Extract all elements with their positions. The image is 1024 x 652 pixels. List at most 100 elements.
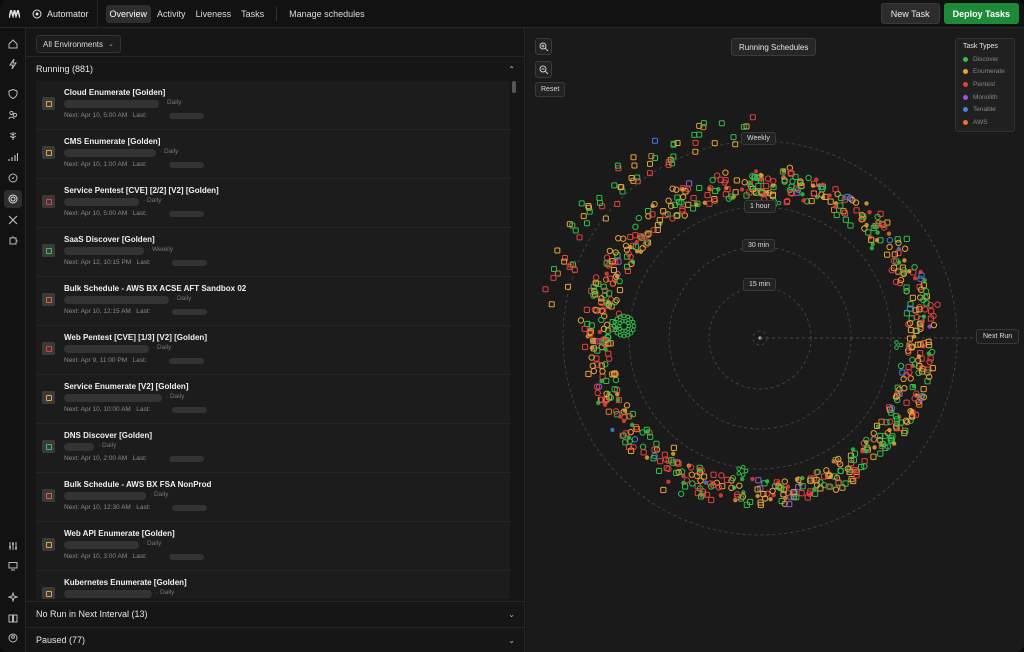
zoom-in-icon[interactable]: [535, 38, 552, 55]
task-marker[interactable]: [909, 294, 916, 302]
task-marker[interactable]: [844, 465, 852, 472]
task-marker[interactable]: [639, 244, 646, 252]
task-marker[interactable]: [630, 327, 636, 333]
task-marker[interactable]: [613, 297, 620, 304]
task-marker[interactable]: [576, 234, 583, 241]
schedule-list-item[interactable]: Bulk Schedule - AWS BX FSA NonProd · Dail…: [36, 473, 510, 522]
task-marker[interactable]: [643, 239, 651, 246]
task-marker[interactable]: [667, 202, 675, 210]
task-marker[interactable]: [865, 229, 872, 236]
task-marker[interactable]: [669, 160, 676, 167]
task-marker[interactable]: [639, 443, 647, 450]
task-marker[interactable]: [609, 280, 617, 287]
brand-logo-icon[interactable]: [0, 0, 28, 28]
task-marker[interactable]: [612, 408, 620, 415]
task-marker[interactable]: [861, 225, 868, 232]
task-marker[interactable]: [858, 216, 865, 223]
task-marker[interactable]: [707, 186, 712, 192]
task-marker[interactable]: [601, 312, 608, 320]
task-marker[interactable]: [630, 443, 637, 451]
task-marker[interactable]: [894, 345, 899, 350]
reset-button[interactable]: Reset: [535, 82, 566, 97]
task-marker[interactable]: [886, 231, 892, 236]
task-marker[interactable]: [610, 266, 618, 274]
people-icon[interactable]: [7, 109, 19, 121]
task-marker[interactable]: [886, 237, 894, 244]
task-marker[interactable]: [807, 477, 814, 484]
task-marker[interactable]: [732, 141, 739, 148]
task-marker[interactable]: [680, 186, 685, 192]
task-marker[interactable]: [585, 370, 592, 378]
task-marker[interactable]: [696, 184, 703, 192]
task-marker[interactable]: [598, 362, 605, 369]
home-icon[interactable]: [7, 38, 19, 50]
environment-select[interactable]: All Environments ⌄: [36, 35, 121, 53]
task-marker[interactable]: [907, 301, 914, 308]
task-marker[interactable]: [906, 269, 912, 274]
task-marker[interactable]: [614, 330, 620, 336]
task-marker[interactable]: [912, 307, 919, 314]
task-marker[interactable]: [850, 477, 857, 485]
task-marker[interactable]: [614, 162, 621, 169]
task-marker[interactable]: [652, 154, 659, 161]
task-marker[interactable]: [615, 235, 622, 242]
task-marker[interactable]: [648, 153, 655, 160]
compass-icon[interactable]: [7, 172, 19, 184]
task-marker[interactable]: [679, 193, 687, 201]
task-marker[interactable]: [675, 460, 682, 467]
task-marker[interactable]: [927, 355, 934, 362]
task-marker[interactable]: [893, 425, 900, 432]
task-marker[interactable]: [746, 189, 753, 196]
task-marker[interactable]: [733, 177, 740, 184]
schedule-list-item[interactable]: Cloud Enumerate [Golden] · Daily Next: Apr…: [36, 81, 510, 130]
task-marker[interactable]: [903, 235, 910, 243]
task-marker[interactable]: [610, 427, 615, 433]
task-marker[interactable]: [634, 249, 640, 254]
task-marker[interactable]: [591, 288, 598, 295]
bolt-icon[interactable]: [7, 58, 19, 70]
task-marker[interactable]: [775, 483, 782, 490]
task-marker[interactable]: [797, 179, 804, 186]
task-marker[interactable]: [886, 404, 893, 411]
task-marker[interactable]: [665, 465, 672, 473]
task-marker[interactable]: [640, 449, 647, 456]
task-marker[interactable]: [586, 208, 593, 215]
task-marker[interactable]: [627, 253, 634, 261]
task-marker[interactable]: [920, 386, 927, 393]
task-marker[interactable]: [733, 491, 741, 498]
user-circle-icon[interactable]: [7, 632, 19, 644]
task-marker[interactable]: [583, 306, 590, 313]
task-marker[interactable]: [873, 222, 881, 229]
task-marker[interactable]: [888, 266, 896, 274]
task-marker[interactable]: [736, 466, 742, 471]
task-marker[interactable]: [842, 216, 849, 223]
task-marker[interactable]: [873, 422, 881, 429]
task-marker[interactable]: [886, 243, 893, 251]
task-marker[interactable]: [894, 340, 899, 345]
task-marker[interactable]: [586, 204, 593, 211]
task-marker[interactable]: [597, 329, 602, 335]
task-marker[interactable]: [777, 484, 784, 491]
task-marker[interactable]: [763, 182, 770, 190]
task-marker[interactable]: [902, 427, 909, 434]
task-marker[interactable]: [592, 291, 599, 298]
task-marker[interactable]: [918, 368, 926, 375]
signal-icon[interactable]: [7, 151, 19, 163]
task-marker[interactable]: [692, 148, 699, 155]
task-marker[interactable]: [606, 247, 614, 255]
task-marker[interactable]: [623, 246, 631, 254]
task-marker[interactable]: [625, 314, 631, 320]
task-marker[interactable]: [888, 404, 896, 412]
task-marker[interactable]: [788, 170, 795, 177]
task-marker[interactable]: [622, 439, 629, 446]
task-marker[interactable]: [623, 402, 631, 409]
task-marker[interactable]: [917, 341, 924, 348]
task-marker[interactable]: [568, 262, 575, 269]
task-marker[interactable]: [911, 384, 917, 389]
task-marker[interactable]: [632, 243, 640, 250]
task-marker[interactable]: [848, 476, 855, 483]
task-marker[interactable]: [755, 182, 762, 190]
task-marker[interactable]: [894, 390, 902, 397]
task-marker[interactable]: [678, 468, 686, 475]
task-marker[interactable]: [833, 474, 841, 482]
